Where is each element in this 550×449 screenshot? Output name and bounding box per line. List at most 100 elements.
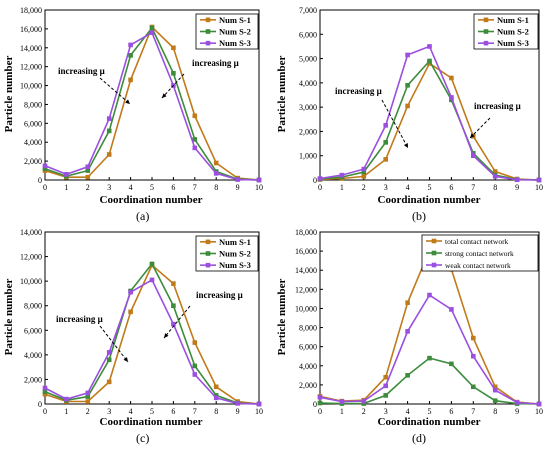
y-tick-label: 4,000: [24, 351, 42, 360]
arrow-head: [164, 333, 169, 338]
y-tick-label: 10,000: [20, 277, 42, 286]
xlabel-b: Coordination number: [378, 194, 481, 206]
x-tick-label: 7: [471, 407, 475, 416]
series-line-1: [319, 62, 540, 181]
y-tick-label: 6,000: [299, 343, 317, 352]
arrow-head: [125, 99, 130, 104]
y-tick-label: 4,000: [24, 138, 42, 147]
y-tick-label: 0: [313, 400, 317, 409]
data-point: [213, 384, 219, 390]
legend-swatch-marker: [205, 29, 211, 34]
series-line-1: [44, 263, 260, 405]
x-tick-label: 0: [318, 183, 322, 192]
data-point: [492, 387, 498, 393]
data-point: [405, 329, 410, 334]
legend-swatch-marker: [431, 238, 437, 244]
data-point: [471, 353, 476, 359]
legend-swatch-marker: [205, 251, 211, 256]
y-tick-label: 12,000: [20, 63, 42, 72]
x-tick-label: 8: [493, 407, 497, 416]
chart-panel-a: Particle number Coordination number (a) …: [3, 6, 263, 223]
data-point: [492, 384, 498, 390]
data-point: [317, 395, 323, 400]
x-tick-label: 9: [236, 407, 240, 416]
data-point: [42, 391, 48, 397]
data-point: [405, 373, 410, 378]
data-point: [171, 303, 176, 309]
annotation-arrow: [161, 73, 185, 99]
data-point: [383, 157, 388, 162]
data-point: [128, 309, 133, 315]
series-line-2: [319, 59, 540, 181]
data-point: [427, 44, 432, 49]
series-line-3: [44, 31, 260, 181]
data-point: [492, 174, 498, 179]
data-point: [405, 103, 410, 109]
y-tick-label: 2,000: [299, 381, 317, 390]
data-point: [536, 401, 542, 407]
data-point: [471, 335, 476, 341]
data-point: [192, 137, 198, 142]
y-tick-label: 2,000: [24, 157, 42, 166]
data-point: [85, 390, 91, 396]
data-point: [106, 357, 112, 363]
y-tick-label: 8,000: [24, 100, 42, 109]
y-tick-label: 0: [38, 400, 42, 409]
legend-entry: Num S-2: [219, 249, 251, 259]
data-point: [128, 53, 133, 58]
y-tick-label: 5,000: [299, 55, 317, 64]
data-point: [383, 383, 388, 389]
y-tick-label: 12,000: [20, 253, 42, 262]
y-tick-label: 14,000: [20, 44, 42, 53]
arrow-head: [162, 93, 167, 98]
data-point: [106, 116, 112, 121]
series-line-3: [319, 45, 540, 181]
chart-panel-d: Particle number Coordination number (d) …: [276, 228, 543, 445]
data-point: [449, 307, 454, 312]
data-point: [492, 169, 498, 174]
annotation-b-left: increasing μ: [335, 86, 382, 96]
data-point: [213, 160, 219, 166]
annotation-b-right: increasing μ: [474, 101, 521, 111]
x-tick-label: 2: [86, 407, 90, 416]
legend-entry: Num S-1: [219, 15, 251, 25]
data-point: [471, 150, 476, 156]
data-point: [339, 172, 345, 178]
x-tick-label: 5: [150, 407, 154, 416]
xlabel-a: Coordination number: [100, 194, 203, 206]
data-point: [449, 97, 454, 103]
x-tick-label: 8: [214, 183, 218, 192]
legend-entry: total contact network: [445, 237, 509, 246]
data-point: [492, 398, 498, 403]
legend-swatch-marker: [431, 262, 437, 268]
series-line-2: [44, 262, 260, 405]
legend-swatch-marker: [431, 250, 437, 256]
series-line-3: [319, 293, 540, 405]
data-point: [106, 128, 112, 134]
data-point: [383, 140, 388, 145]
panel-label-c: (c): [136, 431, 149, 445]
x-tick-label: 8: [214, 407, 218, 416]
x-tick-label: 10: [535, 183, 543, 192]
series-line-2: [44, 26, 260, 181]
legend-entry: strong contact network: [445, 249, 514, 258]
y-tick-label: 16,000: [295, 247, 317, 256]
x-tick-label: 3: [384, 407, 388, 416]
data-point: [106, 379, 112, 385]
y-tick-label: 6,000: [299, 30, 317, 39]
legend-swatch-marker: [483, 29, 489, 34]
data-point: [106, 152, 112, 157]
x-tick-label: 4: [129, 407, 133, 416]
data-point: [213, 171, 219, 176]
y-tick-label: 4,000: [299, 362, 317, 371]
data-point: [235, 401, 240, 406]
annotation-arrow: [163, 305, 191, 339]
annotation-a-right: increasing μ: [192, 58, 239, 68]
arrow-head: [403, 143, 408, 148]
ylabel-d: Particle number: [276, 279, 288, 356]
x-tick-label: 0: [43, 407, 47, 416]
legend-entry: Num S-3: [219, 38, 251, 48]
y-tick-label: 0: [313, 176, 317, 185]
data-point: [64, 396, 69, 402]
y-tick-label: 16,000: [20, 25, 42, 34]
